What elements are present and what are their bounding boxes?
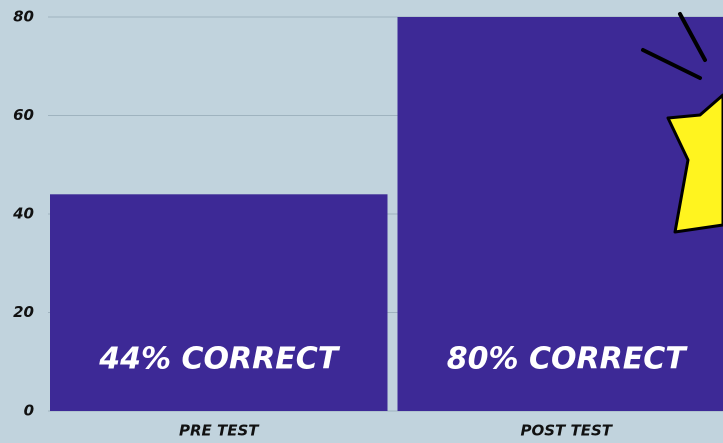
y-tick-label: 60 bbox=[13, 106, 34, 124]
y-tick-label: 80 bbox=[13, 8, 34, 26]
y-tick-label: 40 bbox=[12, 205, 34, 223]
chart: 0 20 40 60 80 PRE TEST 44% CORRECT POST TEST 80%… bbox=[0, 0, 723, 443]
x-tick-label: PRE TEST bbox=[179, 422, 260, 440]
y-tick-label: 0 bbox=[24, 402, 34, 420]
x-tick-label: POST TEST bbox=[520, 422, 613, 440]
bar bbox=[50, 194, 388, 411]
value-label: 44% CORRECT bbox=[98, 342, 340, 377]
page: 0 20 40 60 80 PRE TEST 44% CORRECT POST TEST 80%… bbox=[0, 0, 723, 443]
value-label: 80% CORRECT bbox=[447, 342, 688, 377]
y-tick-label: 20 bbox=[13, 303, 34, 321]
